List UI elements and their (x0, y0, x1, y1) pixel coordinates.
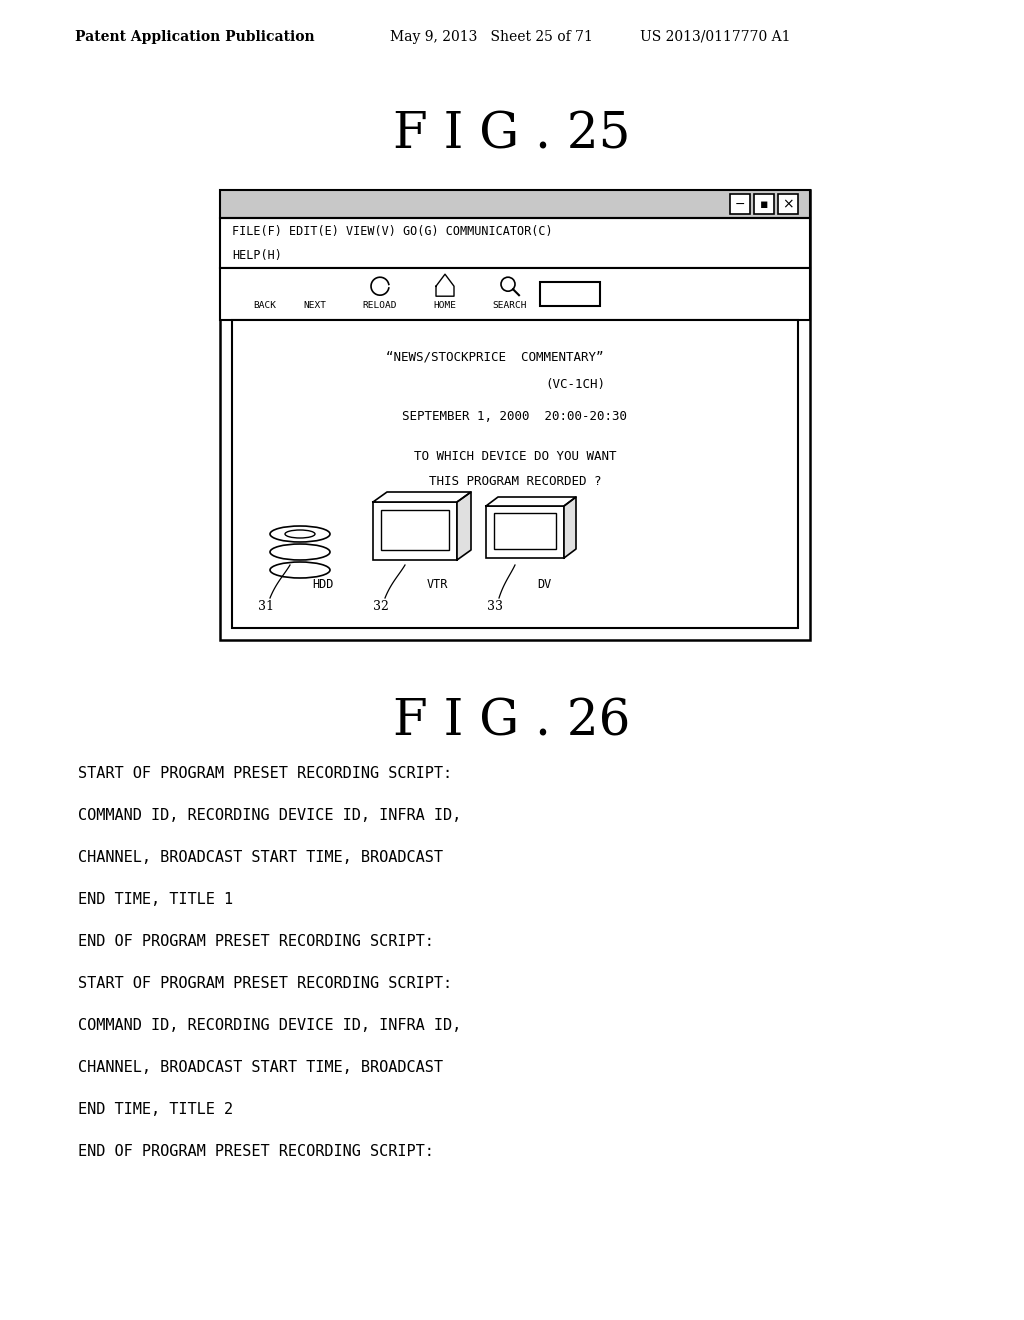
Ellipse shape (270, 525, 330, 543)
Bar (494, 513, 556, 549)
Ellipse shape (270, 562, 330, 578)
Bar (220, 190, 810, 218)
Text: BACK: BACK (254, 301, 276, 310)
Text: HOME: HOME (433, 301, 457, 310)
Text: DV: DV (537, 578, 551, 591)
Text: SEPTEMBER 1, 2000  20:00-20:30: SEPTEMBER 1, 2000 20:00-20:30 (402, 411, 628, 422)
Text: 32: 32 (373, 599, 389, 612)
Text: F I G . 26: F I G . 26 (393, 697, 631, 747)
Bar (730, 194, 750, 214)
Text: START OF PROGRAM PRESET RECORDING SCRIPT:: START OF PROGRAM PRESET RECORDING SCRIPT… (78, 767, 453, 781)
Text: CHANNEL, BROADCAST START TIME, BROADCAST: CHANNEL, BROADCAST START TIME, BROADCAST (78, 1060, 443, 1076)
Text: 31: 31 (258, 599, 274, 612)
Text: 33: 33 (487, 599, 503, 612)
Text: END TIME, TITLE 1: END TIME, TITLE 1 (78, 892, 233, 908)
Polygon shape (436, 275, 454, 296)
Text: VTR: VTR (427, 578, 449, 591)
Text: May 9, 2013   Sheet 25 of 71: May 9, 2013 Sheet 25 of 71 (390, 30, 593, 44)
Text: NEXT: NEXT (303, 301, 327, 310)
Polygon shape (486, 498, 575, 506)
Text: RELOAD: RELOAD (362, 301, 397, 310)
Text: END OF PROGRAM PRESET RECORDING SCRIPT:: END OF PROGRAM PRESET RECORDING SCRIPT: (78, 935, 434, 949)
Polygon shape (373, 492, 471, 502)
Bar (381, 510, 449, 550)
Bar (220, 218, 810, 268)
Text: START OF PROGRAM PRESET RECORDING SCRIPT:: START OF PROGRAM PRESET RECORDING SCRIPT… (78, 977, 453, 991)
Text: FILE(F) EDIT(E) VIEW(V) GO(G) COMMUNICATOR(C): FILE(F) EDIT(E) VIEW(V) GO(G) COMMUNICAT… (232, 226, 553, 239)
Text: END OF PROGRAM PRESET RECORDING SCRIPT:: END OF PROGRAM PRESET RECORDING SCRIPT: (78, 1144, 434, 1159)
Text: (VC-1CH): (VC-1CH) (545, 378, 605, 391)
Ellipse shape (270, 544, 330, 560)
Bar (486, 506, 564, 558)
Text: THIS PROGRAM RECORDED ?: THIS PROGRAM RECORDED ? (429, 475, 601, 488)
Text: CHANNEL, BROADCAST START TIME, BROADCAST: CHANNEL, BROADCAST START TIME, BROADCAST (78, 850, 443, 866)
Text: COMMAND ID, RECORDING DEVICE ID, INFRA ID,: COMMAND ID, RECORDING DEVICE ID, INFRA I… (78, 1019, 461, 1034)
Ellipse shape (285, 531, 315, 539)
Text: ×: × (782, 197, 794, 211)
Text: END TIME, TITLE 2: END TIME, TITLE 2 (78, 1102, 233, 1118)
Polygon shape (457, 492, 471, 560)
Bar (373, 502, 457, 560)
Bar (754, 194, 774, 214)
Text: HDD: HDD (312, 578, 334, 591)
FancyArrow shape (257, 280, 279, 293)
FancyArrow shape (309, 280, 331, 293)
Bar (220, 190, 810, 640)
Polygon shape (564, 498, 575, 558)
Circle shape (501, 277, 515, 292)
Bar (778, 194, 798, 214)
Text: SEARCH: SEARCH (493, 301, 527, 310)
Text: “NEWS/STOCKPRICE  COMMENTARY”: “NEWS/STOCKPRICE COMMENTARY” (386, 350, 604, 363)
Text: ▪: ▪ (760, 198, 768, 210)
Bar (232, 319, 798, 628)
Bar (540, 282, 600, 306)
Text: F I G . 25: F I G . 25 (393, 111, 631, 160)
Text: HELP(H): HELP(H) (232, 248, 282, 261)
Text: Patent Application Publication: Patent Application Publication (75, 30, 314, 44)
Text: −: − (735, 198, 745, 210)
Bar (220, 190, 810, 218)
Text: TO WHICH DEVICE DO YOU WANT: TO WHICH DEVICE DO YOU WANT (414, 450, 616, 463)
Text: US 2013/0117770 A1: US 2013/0117770 A1 (640, 30, 791, 44)
Text: COMMAND ID, RECORDING DEVICE ID, INFRA ID,: COMMAND ID, RECORDING DEVICE ID, INFRA I… (78, 808, 461, 824)
Bar (220, 268, 810, 319)
